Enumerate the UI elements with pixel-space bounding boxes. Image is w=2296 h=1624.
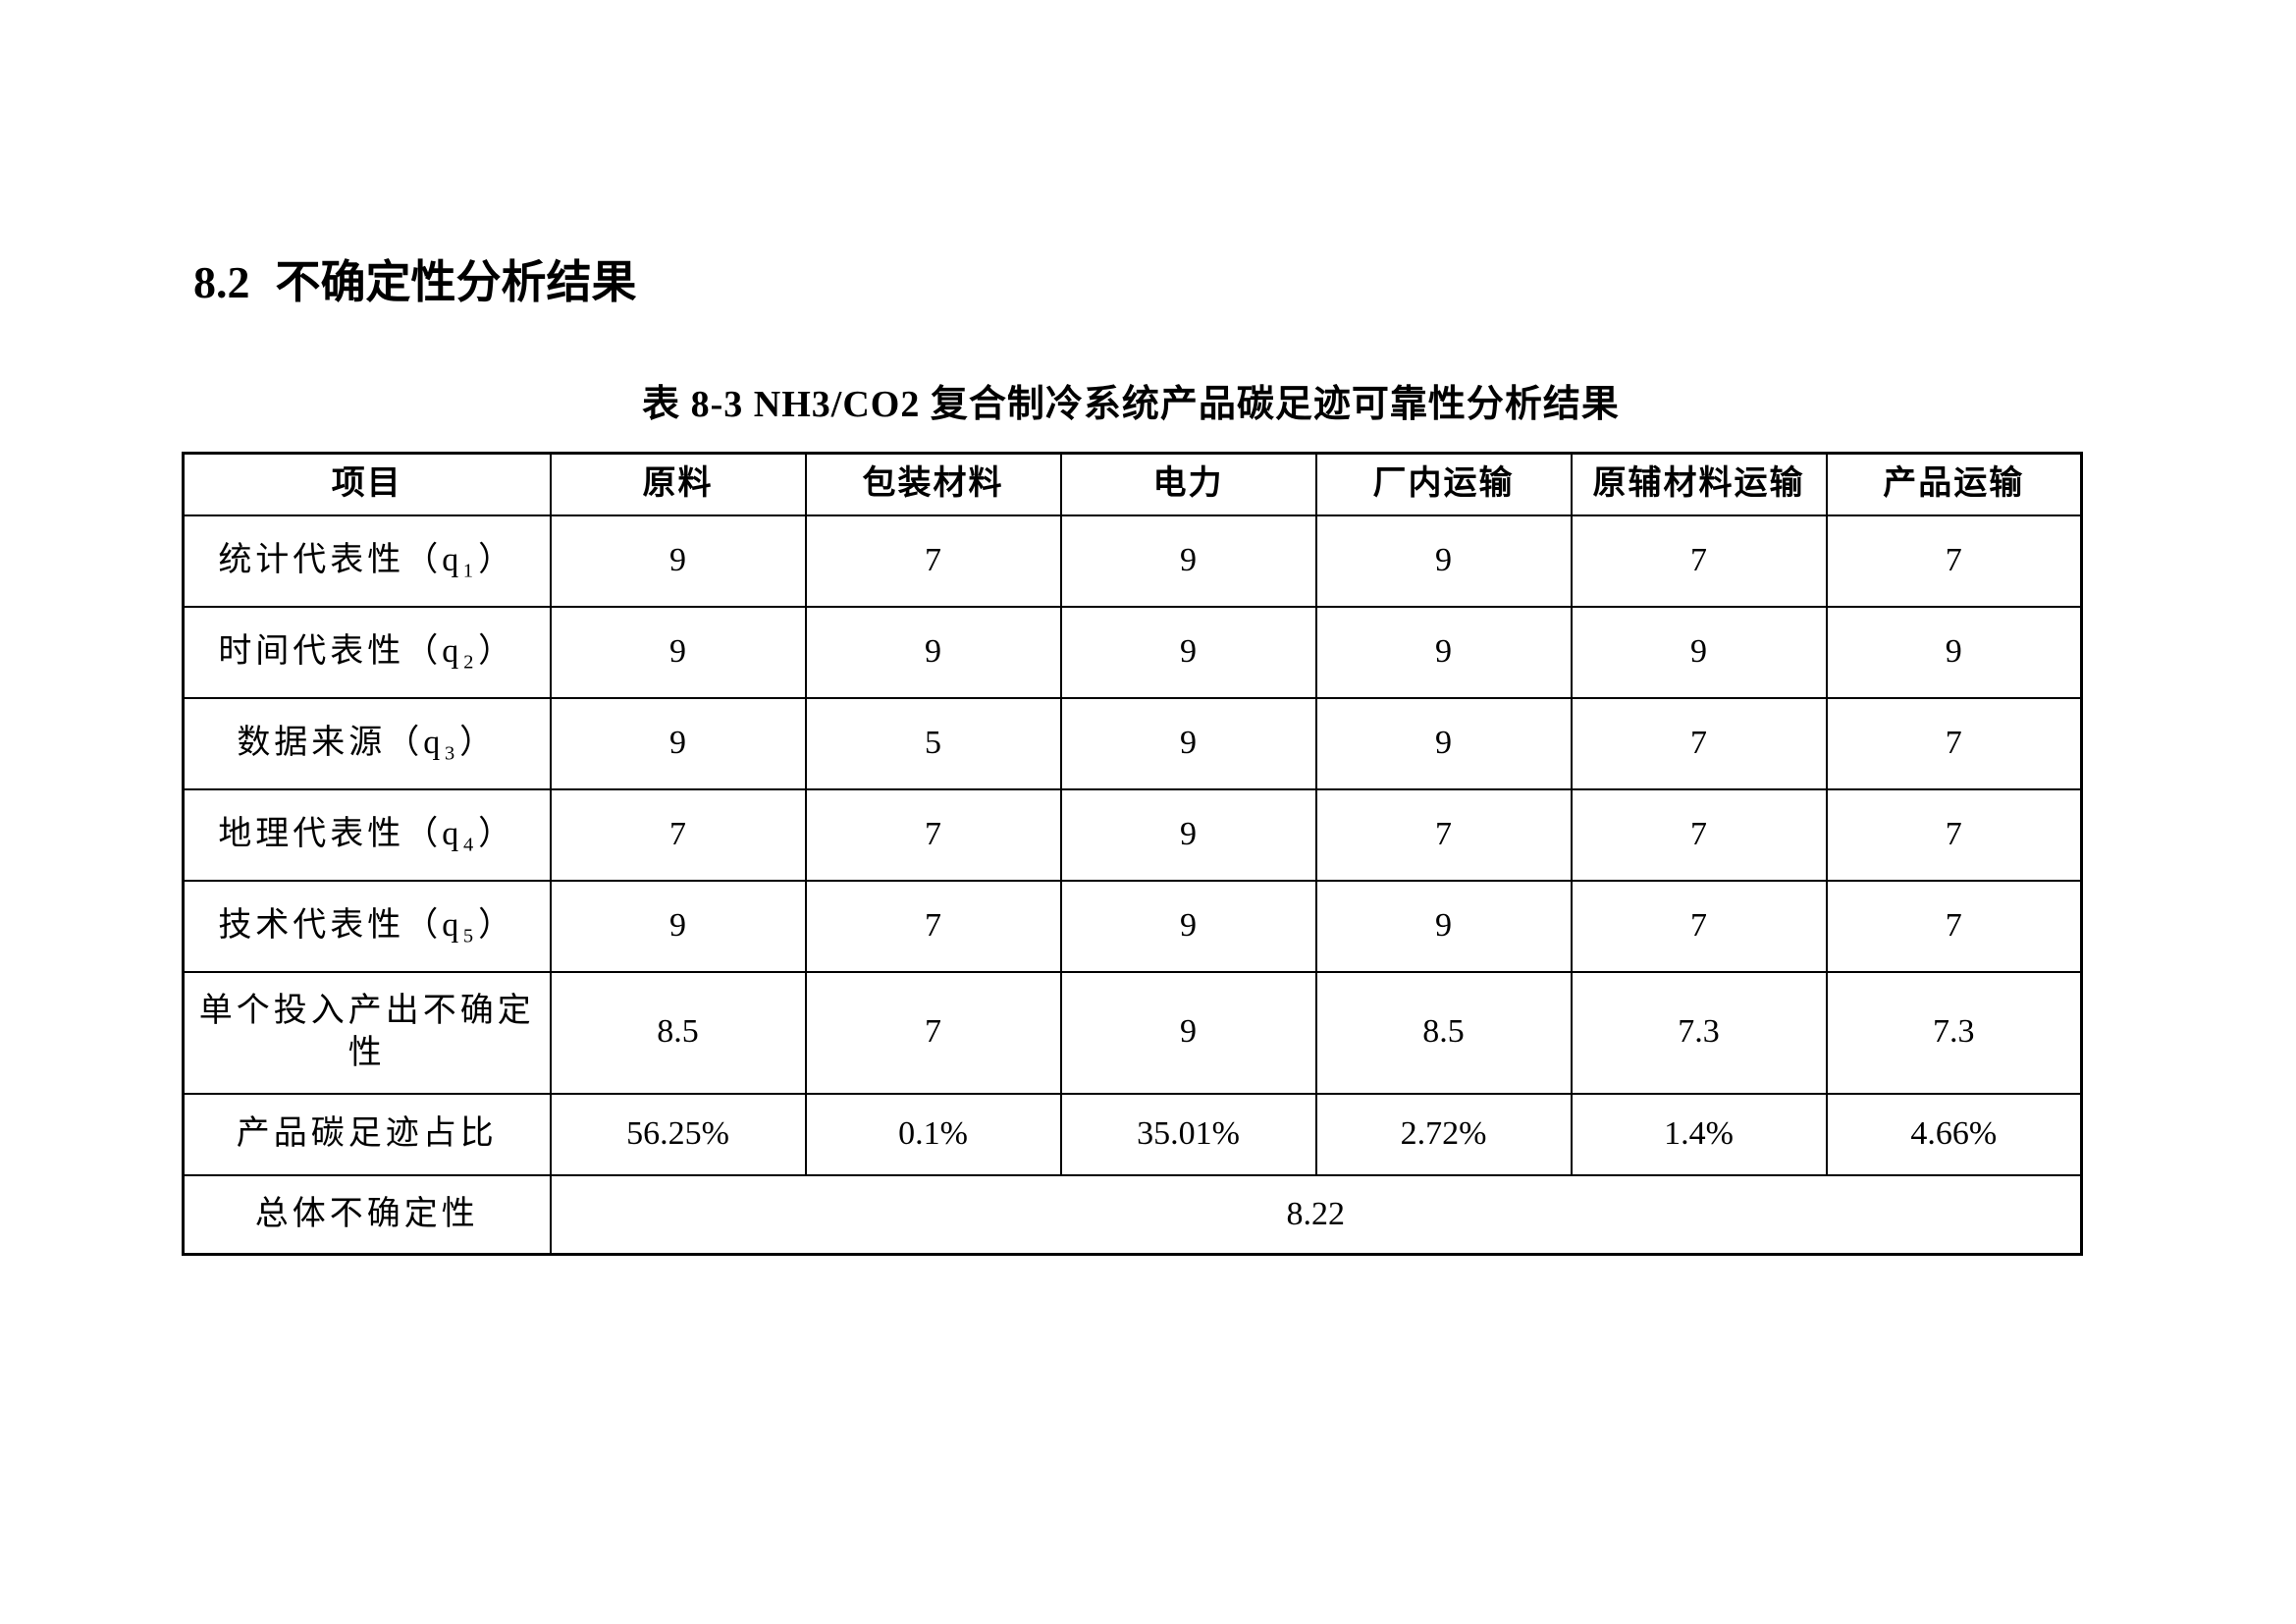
table-cell: 7 [1825,787,2083,882]
table-cell: 9 [1059,879,1317,973]
table-caption: 表 8-3 NH3/CO2 复合制冷系统产品碳足迹可靠性分析结果 [642,384,1620,425]
table-cell: 7 [1825,514,2083,608]
table-cell: 9 [1059,514,1317,608]
table-cell: 5 [804,696,1062,790]
table-row-single-io-uncertainty: 单个投入产出不确定性 8.5 7 9 8.5 7.3 7.3 [182,970,2083,1095]
table-cell: 7 [804,514,1062,608]
table-row-geographical-representativeness: 地理代表性（q₄） 7 7 9 7 7 7 [182,787,2083,882]
uncertainty-table: 项目 原料 包装材料 电力 厂内运输 原辅材料运输 产品运输 统计代表性（q₁）… [182,452,2083,1256]
table-header-row: 项目 原料 包装材料 电力 厂内运输 原辅材料运输 产品运输 [182,452,2083,516]
table-cell: 7 [549,787,807,882]
table-cell: 7 [1570,514,1828,608]
table-cell: 7 [804,879,1062,973]
section-title: 不确定性分析结果 [275,257,637,307]
table-cell: 7.3 [1825,970,2083,1095]
table-row-temporal-representativeness: 时间代表性（q₂） 9 9 9 9 9 9 [182,605,2083,699]
table-cell: 7 [1570,787,1828,882]
table-row-data-source: 数据来源（q₃） 9 5 9 9 7 7 [182,696,2083,790]
table-row-technological-representativeness: 技术代表性（q₅） 9 7 9 9 7 7 [182,879,2083,973]
table-cell: 9 [1314,696,1573,790]
table-cell: 2.72% [1314,1092,1573,1176]
table-cell: 8.5 [1314,970,1573,1095]
row-label: 总体不确定性 [182,1173,552,1256]
table-cell: 9 [1059,787,1317,882]
column-header-raw-aux-material-transport: 原辅材料运输 [1570,452,1828,516]
table-cell: 9 [1314,605,1573,699]
table-cell: 9 [1059,605,1317,699]
section-number: 8.2 [193,257,250,307]
table-cell: 7 [1570,696,1828,790]
overall-uncertainty-value-cell: 8.22 [549,1173,2083,1256]
column-header-electricity: 电力 [1059,452,1317,516]
table-cell: 8.5 [549,970,807,1095]
table-row-carbon-footprint-share: 产品碳足迹占比 56.25% 0.1% 35.01% 2.72% 1.4% 4.… [182,1092,2083,1176]
table-cell: 9 [1314,514,1573,608]
table-cell: 7 [804,970,1062,1095]
table-cell: 7 [804,787,1062,882]
table-cell: 0.1% [804,1092,1062,1176]
table-cell: 9 [549,879,807,973]
row-label: 统计代表性（q₁） [182,514,552,608]
row-label: 地理代表性（q₄） [182,787,552,882]
row-label: 单个投入产出不确定性 [182,970,552,1095]
column-header-raw-material: 原料 [549,452,807,516]
table-cell: 9 [549,514,807,608]
table-cell: 9 [1059,970,1317,1095]
column-header-item: 项目 [182,452,552,516]
table-cell: 7 [1570,879,1828,973]
table-cell: 9 [549,605,807,699]
table-cell: 7 [1825,696,2083,790]
table-row-overall-uncertainty: 总体不确定性 8.22 [182,1173,2083,1256]
table-cell: 7.3 [1570,970,1828,1095]
row-label: 数据来源（q₃） [182,696,552,790]
table-cell: 56.25% [549,1092,807,1176]
row-label: 技术代表性（q₅） [182,879,552,973]
table-cell: 9 [1825,605,2083,699]
table-cell: 9 [1314,879,1573,973]
column-header-product-transport: 产品运输 [1825,452,2083,516]
row-label: 时间代表性（q₂） [182,605,552,699]
table-cell: 35.01% [1059,1092,1317,1176]
row-label: 产品碳足迹占比 [182,1092,552,1176]
table-cell: 9 [804,605,1062,699]
column-header-packaging-material: 包装材料 [804,452,1062,516]
table-cell: 7 [1314,787,1573,882]
table-cell: 1.4% [1570,1092,1828,1176]
table-cell: 9 [549,696,807,790]
table-cell: 7 [1825,879,2083,973]
section-heading: 8.2 不确定性分析结果 [193,257,637,308]
table-cell: 4.66% [1825,1092,2083,1176]
table-row-statistical-representativeness: 统计代表性（q₁） 9 7 9 9 7 7 [182,514,2083,608]
table-cell: 9 [1059,696,1317,790]
table-cell: 9 [1570,605,1828,699]
column-header-onsite-transport: 厂内运输 [1314,452,1573,516]
